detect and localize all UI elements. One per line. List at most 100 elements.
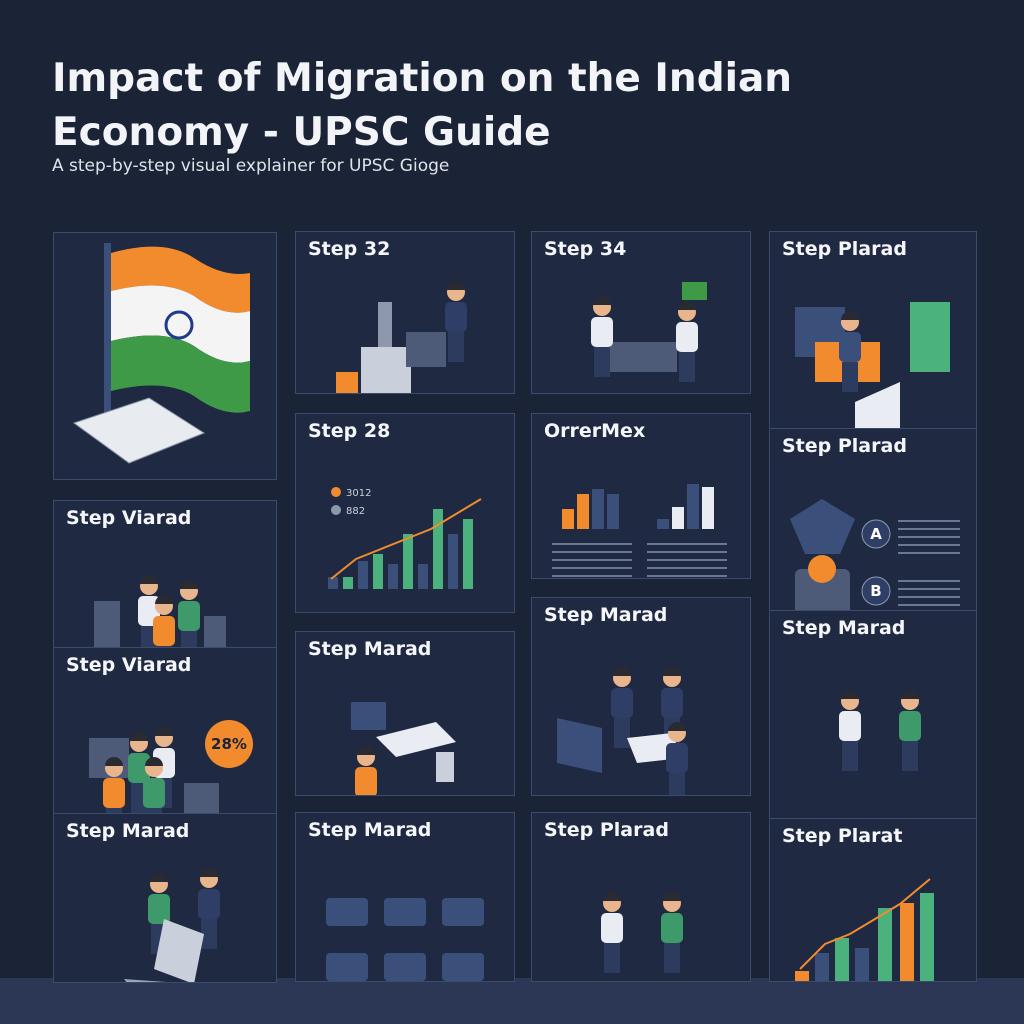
icon-tile [384, 953, 426, 981]
person-body [661, 688, 683, 718]
person-legs [679, 352, 695, 382]
person-body [445, 302, 467, 332]
person-legs [669, 773, 685, 795]
panel-title: Step Plarad [544, 819, 669, 841]
person-body [198, 889, 220, 919]
panel-illustration [351, 702, 456, 795]
person-hair [140, 575, 158, 584]
icon-tile [442, 953, 484, 981]
person-legs [604, 943, 620, 973]
bar-illustration [702, 487, 714, 529]
panel-illustration [552, 484, 727, 577]
panel: Step Marad [53, 813, 277, 983]
laptop-base [124, 979, 166, 982]
panel-illustration [94, 575, 226, 647]
panel-title: Step Viarad [66, 654, 192, 676]
person-hair [200, 868, 218, 877]
icon-tile [326, 898, 368, 926]
panel-illustration [795, 878, 934, 981]
panel: Step Marad [295, 631, 515, 796]
bar-illustration [463, 519, 473, 589]
bar-illustration [448, 534, 458, 589]
legend-dot [331, 487, 341, 497]
bar-illustration [343, 577, 353, 589]
person-body [899, 711, 921, 741]
panel: Step Marad [295, 812, 515, 982]
panel-illustration [326, 898, 484, 981]
person-body [601, 913, 623, 943]
bar-illustration [388, 564, 398, 589]
person-body [666, 743, 688, 773]
trend-line [799, 878, 931, 970]
bar-illustration [835, 938, 849, 981]
flag-white [111, 285, 250, 363]
panel-illustration [557, 667, 688, 795]
flag-green [111, 335, 250, 413]
panel: Step Marad [531, 597, 751, 796]
option-label: B [870, 582, 881, 600]
icon-tile [442, 898, 484, 926]
person-legs [664, 943, 680, 973]
person-body [355, 767, 377, 795]
panel-title: Step Marad [308, 819, 432, 841]
box [351, 702, 386, 730]
panel: Step 32 [295, 231, 515, 394]
panel: Step Plarat [769, 818, 977, 982]
house [336, 372, 358, 393]
person-hair [145, 757, 163, 766]
panel-illustration [601, 892, 683, 973]
panel-title: Step Viarad [66, 507, 192, 529]
flag-chakra [164, 310, 194, 340]
panel-title: OrrerMex [544, 420, 646, 442]
person-hair [901, 690, 919, 699]
person-legs [106, 808, 122, 813]
icon-tile [384, 898, 426, 926]
person-legs [201, 919, 217, 949]
bar-illustration [657, 519, 669, 529]
panel-title: Step 34 [544, 238, 627, 260]
book [72, 397, 206, 464]
envelope [855, 382, 900, 428]
person-body [611, 688, 633, 718]
page-title: Impact of Migration on the Indian Econom… [52, 56, 793, 155]
page-subtitle: A step-by-step visual explainer for UPSC… [52, 156, 450, 176]
person-body [661, 913, 683, 943]
person-body [143, 778, 165, 808]
person-body [839, 711, 861, 741]
bar-illustration [373, 554, 383, 589]
person-hair [841, 311, 859, 320]
bar-illustration [403, 534, 413, 589]
person-hair [663, 667, 681, 676]
panel-illustration [795, 302, 950, 428]
bar-illustration [607, 494, 619, 529]
flag-pole [104, 243, 111, 413]
mini-flag [682, 282, 707, 300]
panel-title: Step Plarad [782, 435, 907, 457]
panel-illustration [839, 690, 921, 771]
person-body [591, 317, 613, 347]
person-hair [593, 296, 611, 305]
panel [53, 232, 277, 480]
panel-title: Step Marad [66, 820, 190, 842]
person-body [839, 332, 861, 362]
panel-illustration: AB [790, 499, 960, 610]
person-body [178, 601, 200, 631]
panel: OrrerMex [531, 413, 751, 579]
panel: Step Plarad [769, 231, 977, 429]
document [376, 722, 456, 757]
machine [184, 783, 219, 813]
bar-illustration [418, 564, 428, 589]
panel-illustration [124, 868, 220, 982]
person-hair [678, 301, 696, 310]
panel-title: Step 28 [308, 420, 391, 442]
panel-title: Step Marad [782, 617, 906, 639]
panel-illustration: 3012 882 [328, 487, 482, 589]
person-hair [447, 281, 465, 290]
device [795, 569, 850, 610]
bar-illustration [592, 489, 604, 529]
panel: Step Marad [769, 610, 977, 819]
person-hair [105, 757, 123, 766]
person-legs [614, 718, 630, 748]
person-legs [594, 347, 610, 377]
